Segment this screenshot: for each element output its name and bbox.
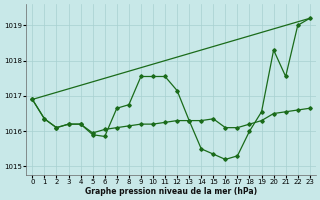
X-axis label: Graphe pression niveau de la mer (hPa): Graphe pression niveau de la mer (hPa)	[85, 187, 257, 196]
